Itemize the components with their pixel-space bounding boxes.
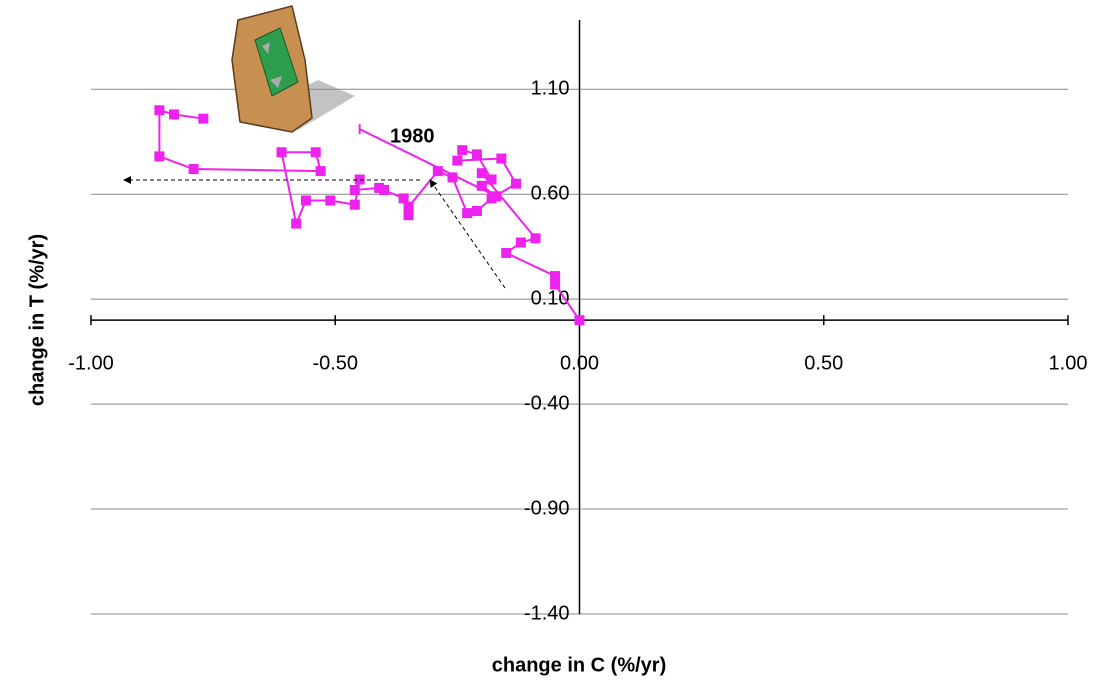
x-tick-label: -0.50 [312, 352, 358, 374]
point [550, 271, 561, 282]
point [501, 247, 512, 258]
point [476, 180, 487, 191]
point [496, 153, 507, 164]
y-axis-label: change in T (%/yr) [26, 234, 48, 406]
point [462, 208, 473, 219]
point [154, 151, 165, 162]
point [349, 199, 360, 210]
point [374, 182, 385, 193]
point [169, 109, 180, 120]
point [457, 145, 468, 156]
point [300, 195, 311, 206]
series-line [158, 108, 518, 227]
point [310, 147, 321, 158]
point [403, 201, 414, 212]
x-tick-label: 0.50 [804, 352, 843, 374]
annotation: 1980 [390, 125, 435, 147]
point [354, 174, 365, 185]
point [550, 279, 561, 290]
point [510, 178, 521, 189]
point [291, 218, 302, 229]
x-tick-label: 0.00 [560, 352, 599, 374]
trend-arrow [429, 179, 506, 289]
x-tick-label: -1.00 [68, 352, 114, 374]
point [188, 164, 199, 175]
point [325, 195, 336, 206]
point [447, 172, 458, 183]
y-tick-label: -0.90 [524, 497, 570, 519]
point [452, 155, 463, 166]
point [154, 105, 165, 116]
point [476, 168, 487, 179]
point [432, 166, 443, 177]
x-axis-label: change in C (%/yr) [492, 654, 666, 676]
point [349, 185, 360, 196]
point [471, 206, 482, 217]
point [486, 193, 497, 204]
point [276, 147, 287, 158]
y-tick-label: 1.10 [531, 78, 570, 100]
point [486, 174, 497, 185]
fertilizer-bag [231, 5, 355, 133]
point [198, 113, 209, 124]
y-tick-label: -0.40 [524, 392, 570, 414]
point [471, 149, 482, 160]
point [398, 193, 409, 204]
point [574, 315, 585, 326]
point [530, 233, 541, 244]
point [515, 237, 526, 248]
x-tick-label: 1.00 [1049, 352, 1088, 374]
y-tick-label: -1.40 [524, 602, 570, 624]
point [403, 210, 414, 221]
y-tick-label: 0.60 [531, 182, 570, 204]
point [315, 166, 326, 177]
